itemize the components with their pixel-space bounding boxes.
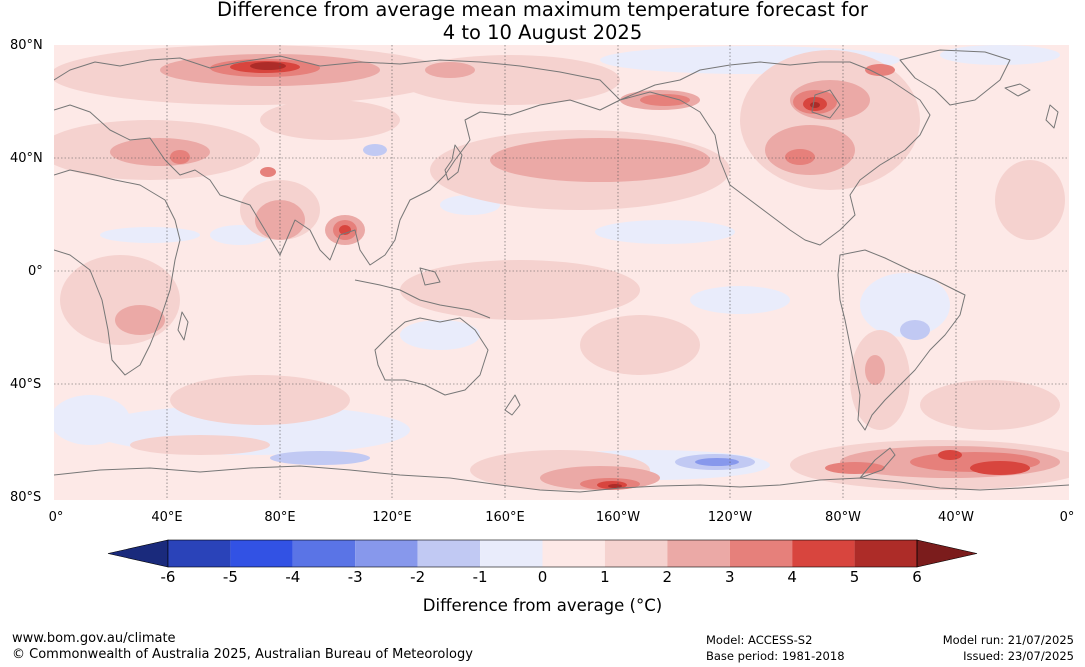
lon-label-0-right: 0° <box>1059 510 1075 525</box>
lon-label-80w: 80°W <box>825 510 861 525</box>
anomaly-layer <box>54 45 1069 490</box>
colorbar-tick-label: -4 <box>285 568 301 586</box>
coastlines <box>54 49 1069 493</box>
colorbar-segment <box>542 540 605 567</box>
colorbar-segment <box>355 540 418 567</box>
colorbar-label: Difference from average (°C) <box>422 596 663 615</box>
colorbar-segment <box>292 540 356 567</box>
footer-copyright: © Commonwealth of Australia 2025, Austra… <box>12 647 473 662</box>
colorbar <box>107 539 978 568</box>
lon-label-40e: 40°E <box>151 510 183 525</box>
lat-label-40s: 40°S <box>10 377 42 392</box>
lat-label-40n: 40°N <box>10 151 43 166</box>
lon-label-40w: 40°W <box>938 510 974 525</box>
colorbar-tick-label: -1 <box>472 568 488 586</box>
lat-label-equator: 0° <box>28 264 43 279</box>
colorbar-tick-label: -2 <box>410 568 426 586</box>
colorbar-segment <box>667 540 730 567</box>
colorbar-tick-label: 0 <box>537 568 548 586</box>
lat-label-80s: 80°S <box>10 490 42 505</box>
lon-label-160e: 160°E <box>485 510 525 525</box>
title-line-1: Difference from average mean maximum tem… <box>217 0 868 21</box>
title-line-2: 4 to 10 August 2025 <box>442 21 643 44</box>
colorbar-tick-label: 4 <box>787 568 797 586</box>
graticule <box>54 45 1069 500</box>
colorbar-segment <box>417 540 481 567</box>
colorbar-tick-label: -6 <box>160 568 176 586</box>
footer-model-run: Model run: 21/07/2025 <box>942 633 1074 647</box>
colorbar-tick-label: 1 <box>600 568 610 586</box>
colorbar-extend-high <box>916 539 978 568</box>
colorbar-tick-label: 6 <box>912 568 922 586</box>
footer-website[interactable]: www.bom.gov.au/climate <box>12 631 176 646</box>
chart-title: Difference from average mean maximum tem… <box>0 0 1085 44</box>
colorbar-tick-label: -5 <box>222 568 238 586</box>
lon-label-120w: 120°W <box>707 510 753 525</box>
colorbar-segment <box>168 540 231 567</box>
lon-label-160w: 160°W <box>595 510 641 525</box>
footer-issued: Issued: 23/07/2025 <box>963 649 1074 663</box>
footer-base-period: Base period: 1981-2018 <box>706 649 845 663</box>
colorbar-segment <box>792 540 855 567</box>
lat-label-80n: 80°N <box>10 38 43 53</box>
colorbar-tick-label: 3 <box>724 568 735 586</box>
lon-label-120e: 120°E <box>372 510 412 525</box>
lon-label-0-left: 0° <box>48 510 64 525</box>
colorbar-tick-label: -3 <box>347 568 363 586</box>
warm-anomaly-3-4 <box>170 59 1040 490</box>
colorbar-tick-label: 5 <box>849 568 860 586</box>
footer-model: Model: ACCESS-S2 <box>706 633 813 647</box>
colorbar-segment <box>230 540 293 567</box>
colorbar-tick-label: 2 <box>662 568 673 586</box>
colorbar-segment <box>480 540 543 567</box>
lon-label-80e: 80°E <box>264 510 296 525</box>
colorbar-segment <box>604 540 668 567</box>
colorbar-segment <box>729 540 793 567</box>
colorbar-extend-low <box>107 539 169 568</box>
colorbar-segment <box>854 540 917 567</box>
